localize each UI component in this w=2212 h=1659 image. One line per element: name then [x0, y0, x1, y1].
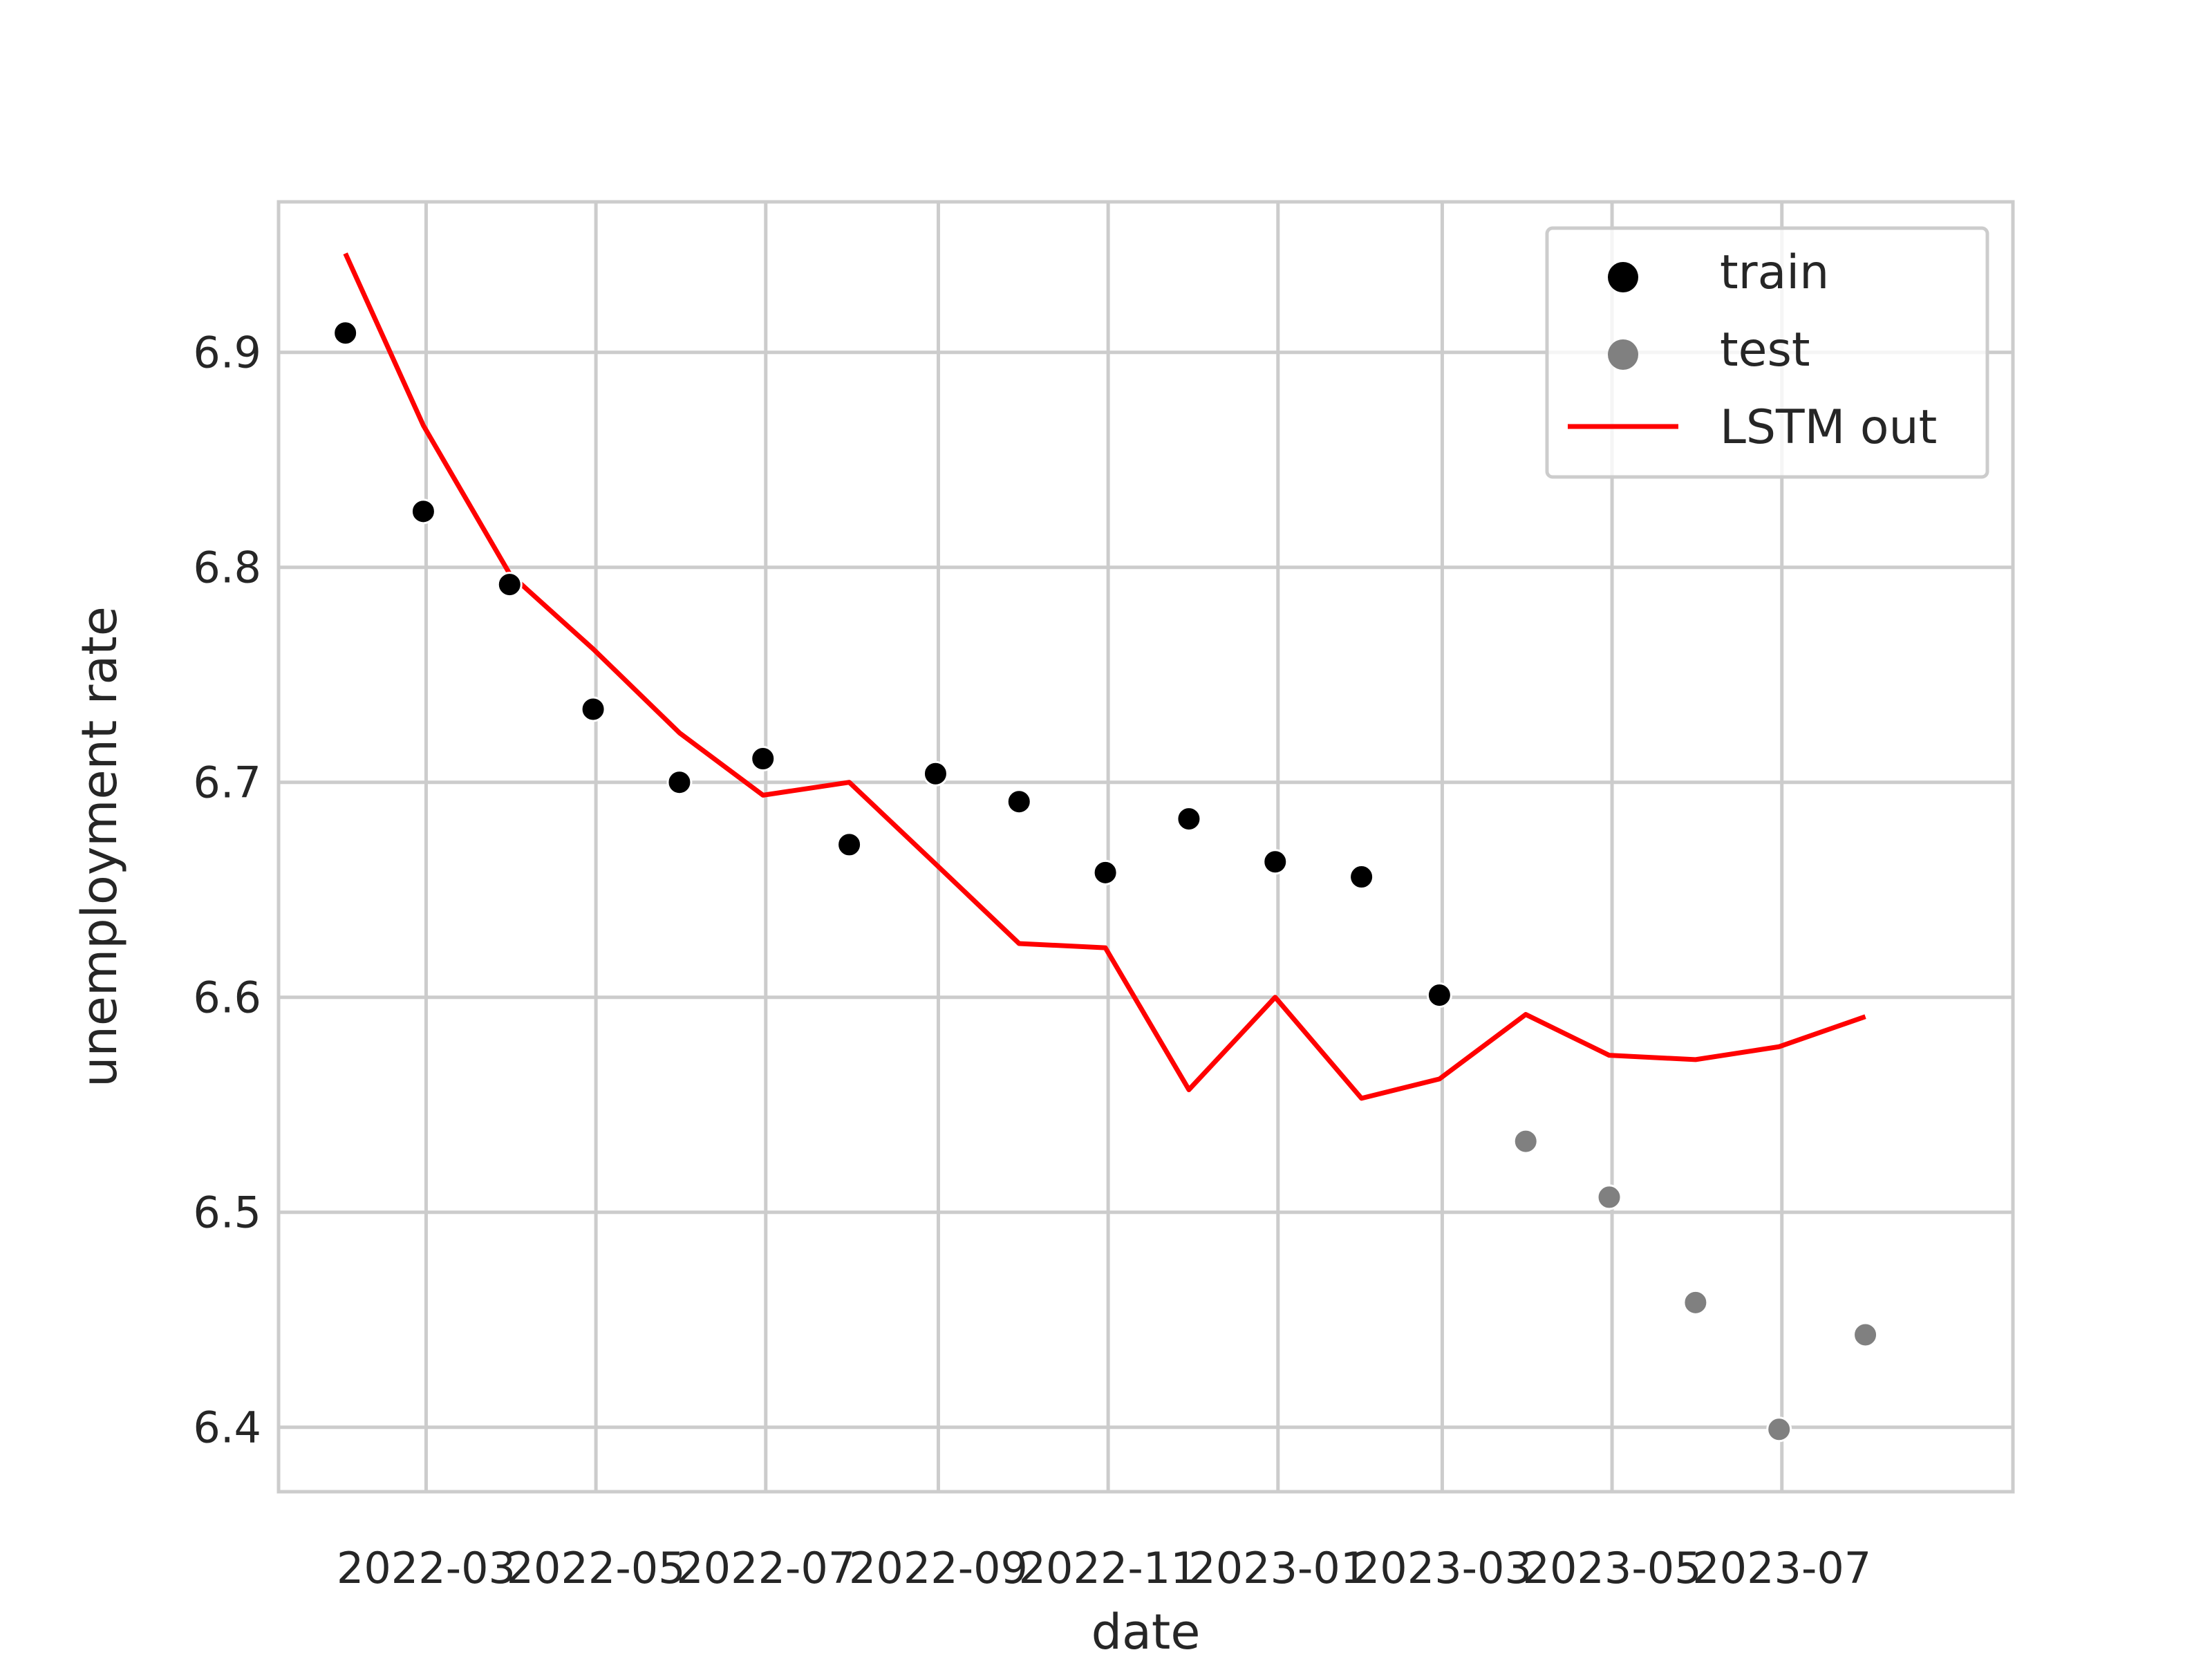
- points-layer: [332, 320, 1879, 1443]
- x-tick-labels: 2022-032022-052022-072022-092022-112023-…: [337, 1543, 1871, 1593]
- plot-frame: [276, 200, 2015, 1494]
- test-point: [1853, 1322, 1879, 1348]
- y-tick-label: 6.4: [193, 1403, 261, 1453]
- train-point: [1426, 982, 1452, 1009]
- legend: train test LSTM out: [1545, 226, 1989, 479]
- y-tick-label: 6.5: [193, 1188, 261, 1238]
- y-tick-label: 6.7: [193, 758, 261, 808]
- y-axis-label: unemployment rate: [71, 606, 128, 1087]
- train-point: [836, 832, 863, 858]
- y-tick-label: 6.8: [193, 543, 261, 593]
- x-tick-label: 2023-03: [1353, 1543, 1532, 1593]
- y-tick-label: 6.9: [193, 328, 261, 378]
- grid-lines: [279, 202, 2013, 1492]
- train-point: [666, 769, 693, 796]
- test-point: [1683, 1289, 1709, 1315]
- train-point: [1349, 864, 1375, 890]
- train-point: [1092, 859, 1118, 885]
- y-tick-label: 6.6: [193, 973, 261, 1023]
- x-axis-label: date: [1091, 1604, 1201, 1659]
- train-point: [1006, 789, 1032, 815]
- legend-marker-train: [1608, 262, 1638, 292]
- x-tick-label: 2023-01: [1188, 1543, 1367, 1593]
- train-point: [496, 572, 523, 598]
- x-tick-label: 2022-05: [507, 1543, 686, 1593]
- lstm-out-line: [343, 252, 1866, 1101]
- train-point: [750, 745, 776, 771]
- test-point: [1512, 1128, 1539, 1154]
- x-tick-label: 2022-09: [849, 1543, 1028, 1593]
- x-tick-label: 2023-05: [1523, 1543, 1702, 1593]
- legend-label: LSTM out: [1720, 400, 1937, 455]
- legend-box: [1545, 226, 1989, 479]
- x-tick-label: 2023-07: [1692, 1543, 1871, 1593]
- train-point: [922, 760, 948, 787]
- train-point: [580, 696, 606, 722]
- y-tick-labels: 6.4 6.5 6.6 6.7 6.8 6.9: [193, 328, 261, 1453]
- x-tick-label: 2022-07: [676, 1543, 855, 1593]
- train-point: [332, 320, 359, 346]
- train-point: [1262, 849, 1288, 875]
- x-tick-label: 2022-11: [1019, 1543, 1198, 1593]
- x-tick-label: 2022-03: [337, 1543, 516, 1593]
- test-point: [1596, 1184, 1622, 1210]
- legend-label: test: [1720, 323, 1810, 377]
- lstm-line-layer: [343, 252, 1866, 1101]
- legend-marker-test: [1608, 339, 1638, 370]
- legend-label: train: [1720, 245, 1829, 300]
- train-point: [1176, 806, 1202, 832]
- train-point: [410, 498, 436, 525]
- test-point: [1766, 1416, 1792, 1443]
